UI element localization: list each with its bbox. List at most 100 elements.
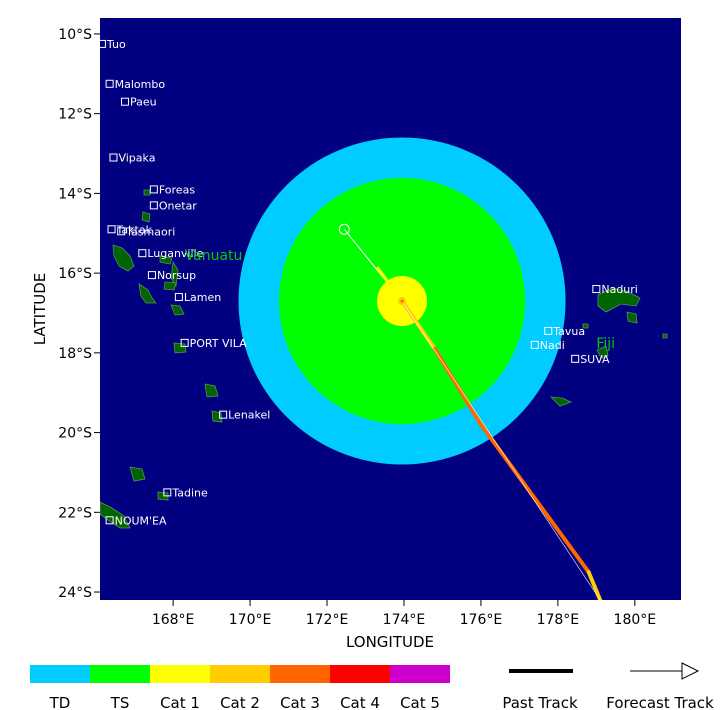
island-malekula xyxy=(138,283,157,304)
place-label: Tadine xyxy=(171,486,208,499)
y-tick-label: 20°S xyxy=(58,426,92,442)
forecast-track-segment xyxy=(586,570,603,600)
place-label: SUVA xyxy=(580,353,610,366)
y-tick-label: 10°S xyxy=(58,27,92,43)
land-masses xyxy=(100,189,668,529)
island-ambae xyxy=(159,255,173,265)
legend-swatch xyxy=(390,665,450,683)
place-marker xyxy=(109,153,118,162)
x-tick-label: 168°E xyxy=(152,612,195,628)
island-epi xyxy=(170,304,185,316)
place-label: Tuo xyxy=(106,38,126,51)
y-tick-label: 14°S xyxy=(58,186,92,202)
x-axis-title: LONGITUDE xyxy=(346,633,434,651)
place-marker xyxy=(163,488,172,497)
country-labels: Vanuatu Fiji xyxy=(185,248,615,352)
legend-category-swatches xyxy=(30,665,450,683)
place-marker xyxy=(530,340,539,349)
island-small-1 xyxy=(582,323,589,329)
legend-swatch xyxy=(330,665,390,683)
past-track-legend-label: Past Track xyxy=(502,694,578,710)
x-tick-label: 172°E xyxy=(306,612,349,628)
island-kadavu xyxy=(549,396,573,407)
island-erromango xyxy=(204,383,219,398)
place-label: Lamen xyxy=(184,291,221,304)
island-grande-terre xyxy=(100,501,131,529)
place-marker xyxy=(147,271,156,280)
place-label: PORT VILA xyxy=(190,337,248,350)
island-mare xyxy=(157,491,169,501)
place-label: Tasmaori xyxy=(125,225,175,238)
legend: TD TS Cat 1 Cat 2 Cat 3 Cat 4 Cat 5 Past Track… xyxy=(30,662,714,710)
island-pentecost xyxy=(170,260,179,288)
place-label: Paeu xyxy=(130,96,157,109)
place-marker xyxy=(105,79,114,88)
y-axis-title: LATITUDE xyxy=(31,273,49,346)
place-marker xyxy=(219,410,228,419)
y-tick-label: 24°S xyxy=(58,585,92,601)
plot-area: TuoMalomboPaeuVipakaForeasOnetarTaktakTa… xyxy=(100,38,668,600)
place-label: Onetar xyxy=(159,199,197,212)
place-marker xyxy=(174,293,183,302)
y-tick-label: 12°S xyxy=(58,107,92,123)
island-maewo xyxy=(141,211,151,223)
island-viti-levu xyxy=(596,345,609,359)
island-taveuni xyxy=(626,311,638,324)
x-tick-label: 170°E xyxy=(229,612,272,628)
place-marker xyxy=(592,285,601,294)
forecast-track-lead-segment xyxy=(375,266,404,302)
place-marker xyxy=(105,516,114,525)
legend-category-label: Cat 3 xyxy=(280,694,320,710)
place-markers: TuoMalomboPaeuVipakaForeasOnetarTaktakTa… xyxy=(100,38,638,527)
legend-swatch xyxy=(270,665,330,683)
forecast-track-legend-arrow xyxy=(630,662,700,680)
legend-swatch xyxy=(30,665,90,683)
place-marker xyxy=(100,39,106,48)
country-label: Vanuatu xyxy=(185,248,243,264)
island-lifou xyxy=(129,466,146,482)
legend-category-label: Cat 4 xyxy=(340,694,380,710)
place-label: Tavua xyxy=(552,325,585,338)
place-marker xyxy=(138,249,147,258)
x-tick-label: 174°E xyxy=(383,612,426,628)
place-marker xyxy=(107,225,116,234)
island-espiritu-santo xyxy=(112,244,135,272)
legend-swatch xyxy=(150,665,210,683)
latitude-ticks: 10°S 12°S 14°S 16°S 18°S 20°S 22°S 24°S xyxy=(58,27,100,601)
island-tanna xyxy=(211,410,223,423)
forecast-track-segment xyxy=(478,422,591,575)
x-tick-label: 178°E xyxy=(537,612,580,628)
legend-category-label: TD xyxy=(49,694,71,710)
storm-eye-dot xyxy=(400,299,404,303)
place-marker xyxy=(149,185,158,194)
legend-category-label: Cat 2 xyxy=(220,694,260,710)
y-tick-label: 16°S xyxy=(58,266,92,282)
place-marker xyxy=(149,201,158,210)
storm-current-position xyxy=(398,297,407,306)
x-tick-label: 176°E xyxy=(460,612,503,628)
legend-swatch xyxy=(90,665,150,683)
island-vanua-levu xyxy=(597,287,641,313)
island-banks xyxy=(143,189,151,196)
place-marker xyxy=(180,338,189,347)
past-track-start-marker xyxy=(338,223,350,235)
place-label: Vipaka xyxy=(118,152,155,165)
longitude-ticks: 168°E 170°E 172°E 174°E 176°E 178°E 180°E xyxy=(152,600,656,628)
legend-category-label: TS xyxy=(110,694,130,710)
place-label: Nadi xyxy=(540,339,565,352)
place-marker xyxy=(117,227,126,236)
y-tick-label: 18°S xyxy=(58,346,92,362)
island-small-2 xyxy=(662,333,668,339)
legend-category-labels: TD TS Cat 1 Cat 2 Cat 3 Cat 4 Cat 5 xyxy=(49,694,440,710)
country-label: Fiji xyxy=(596,336,615,352)
place-marker xyxy=(544,326,553,335)
legend-category-label: Cat 5 xyxy=(400,694,440,710)
place-label: Norsup xyxy=(157,269,196,282)
forecast-track xyxy=(375,266,603,600)
place-label: Naduri xyxy=(601,283,638,296)
x-tick-label: 180°E xyxy=(614,612,657,628)
forecast-track-legend-label: Forecast Track xyxy=(606,694,714,710)
island-ambrym xyxy=(163,281,177,291)
legend-category-label: Cat 1 xyxy=(160,694,200,710)
place-label: NOUM'EA xyxy=(115,514,167,527)
